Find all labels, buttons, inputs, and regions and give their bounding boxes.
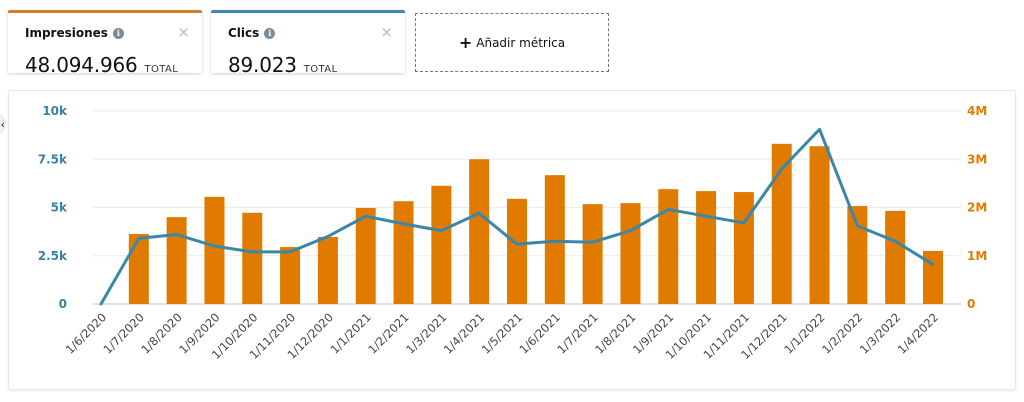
bar-impressions[interactable] bbox=[923, 250, 943, 304]
close-icon[interactable]: × bbox=[177, 23, 190, 41]
bar-impressions[interactable] bbox=[507, 198, 527, 304]
add-metric-button[interactable]: + Añadir métrica bbox=[415, 13, 609, 72]
metric-title-text: Impresiones bbox=[25, 26, 108, 40]
bar-impressions[interactable] bbox=[847, 206, 868, 304]
bar-impressions[interactable] bbox=[242, 212, 263, 304]
y-right-tick: 3M bbox=[967, 152, 987, 166]
metric-title-text: Clics bbox=[228, 26, 260, 40]
combo-chart: 02.5k5k7.5k10k01M2M3M4M1/6/20201/7/20201… bbox=[38, 104, 988, 362]
metric-title: Impresiones i bbox=[25, 26, 124, 40]
bar-impressions[interactable] bbox=[696, 191, 717, 304]
metric-title: Clics i bbox=[228, 26, 276, 40]
metric-value-row: 89.023 TOTAL bbox=[228, 53, 338, 77]
bar-impressions[interactable] bbox=[317, 236, 338, 304]
y-left-tick: 0 bbox=[59, 297, 67, 311]
y-right-tick: 1M bbox=[967, 249, 987, 263]
bar-impressions[interactable] bbox=[166, 217, 187, 304]
close-icon[interactable]: × bbox=[380, 23, 393, 41]
bar-impressions[interactable] bbox=[431, 185, 452, 304]
metric-value-row: 48.094.966 TOTAL bbox=[25, 53, 178, 77]
metric-card-impressions[interactable]: Impresiones i × 48.094.966 TOTAL bbox=[8, 10, 202, 77]
bar-impressions[interactable] bbox=[771, 143, 792, 304]
bar-impressions[interactable] bbox=[280, 247, 301, 304]
metric-value: 89.023 bbox=[228, 53, 297, 77]
bar-impressions[interactable] bbox=[733, 192, 754, 304]
bar-impressions[interactable] bbox=[204, 196, 225, 304]
metric-card-clicks[interactable]: Clics i × 89.023 TOTAL bbox=[211, 10, 405, 77]
collapse-chevron-icon[interactable]: ‹ bbox=[0, 113, 6, 135]
bar-impressions[interactable] bbox=[582, 204, 603, 304]
line-clicks[interactable] bbox=[99, 127, 935, 306]
info-icon[interactable]: i bbox=[112, 27, 124, 39]
metric-color-bar bbox=[8, 10, 202, 13]
bar-impressions[interactable] bbox=[885, 210, 906, 304]
bar-impressions[interactable] bbox=[393, 201, 414, 304]
y-right-tick: 4M bbox=[967, 104, 987, 118]
y-left-tick: 2.5k bbox=[38, 249, 68, 263]
metric-unit: TOTAL bbox=[303, 64, 338, 75]
y-right-tick: 0 bbox=[967, 297, 975, 311]
y-right-tick: 2M bbox=[967, 201, 987, 215]
plus-icon: + bbox=[458, 32, 473, 52]
add-metric-label: Añadir métrica bbox=[476, 35, 566, 50]
bar-impressions[interactable] bbox=[128, 234, 149, 304]
y-left-tick: 7.5k bbox=[38, 152, 68, 166]
bar-impressions[interactable] bbox=[620, 203, 641, 304]
y-left-tick: 5k bbox=[51, 201, 68, 215]
bar-impressions[interactable] bbox=[355, 207, 376, 304]
metric-unit: TOTAL bbox=[144, 64, 179, 75]
metric-color-bar bbox=[211, 10, 405, 13]
bar-impressions[interactable] bbox=[658, 189, 679, 304]
info-icon[interactable]: i bbox=[264, 27, 276, 39]
bar-impressions[interactable] bbox=[809, 146, 830, 304]
x-tick-label: 1/4/2022 bbox=[895, 310, 941, 356]
bar-impressions[interactable] bbox=[544, 175, 565, 304]
chart-panel: 0 2.5k 5k 7.5k 10k 0 1M 2M 3M 4M 1/6/2020 1/7/2020 1… bbox=[8, 90, 1016, 390]
bar-impressions[interactable] bbox=[469, 159, 490, 304]
y-left-tick: 10k bbox=[42, 104, 68, 118]
metric-value: 48.094.966 bbox=[25, 53, 138, 77]
